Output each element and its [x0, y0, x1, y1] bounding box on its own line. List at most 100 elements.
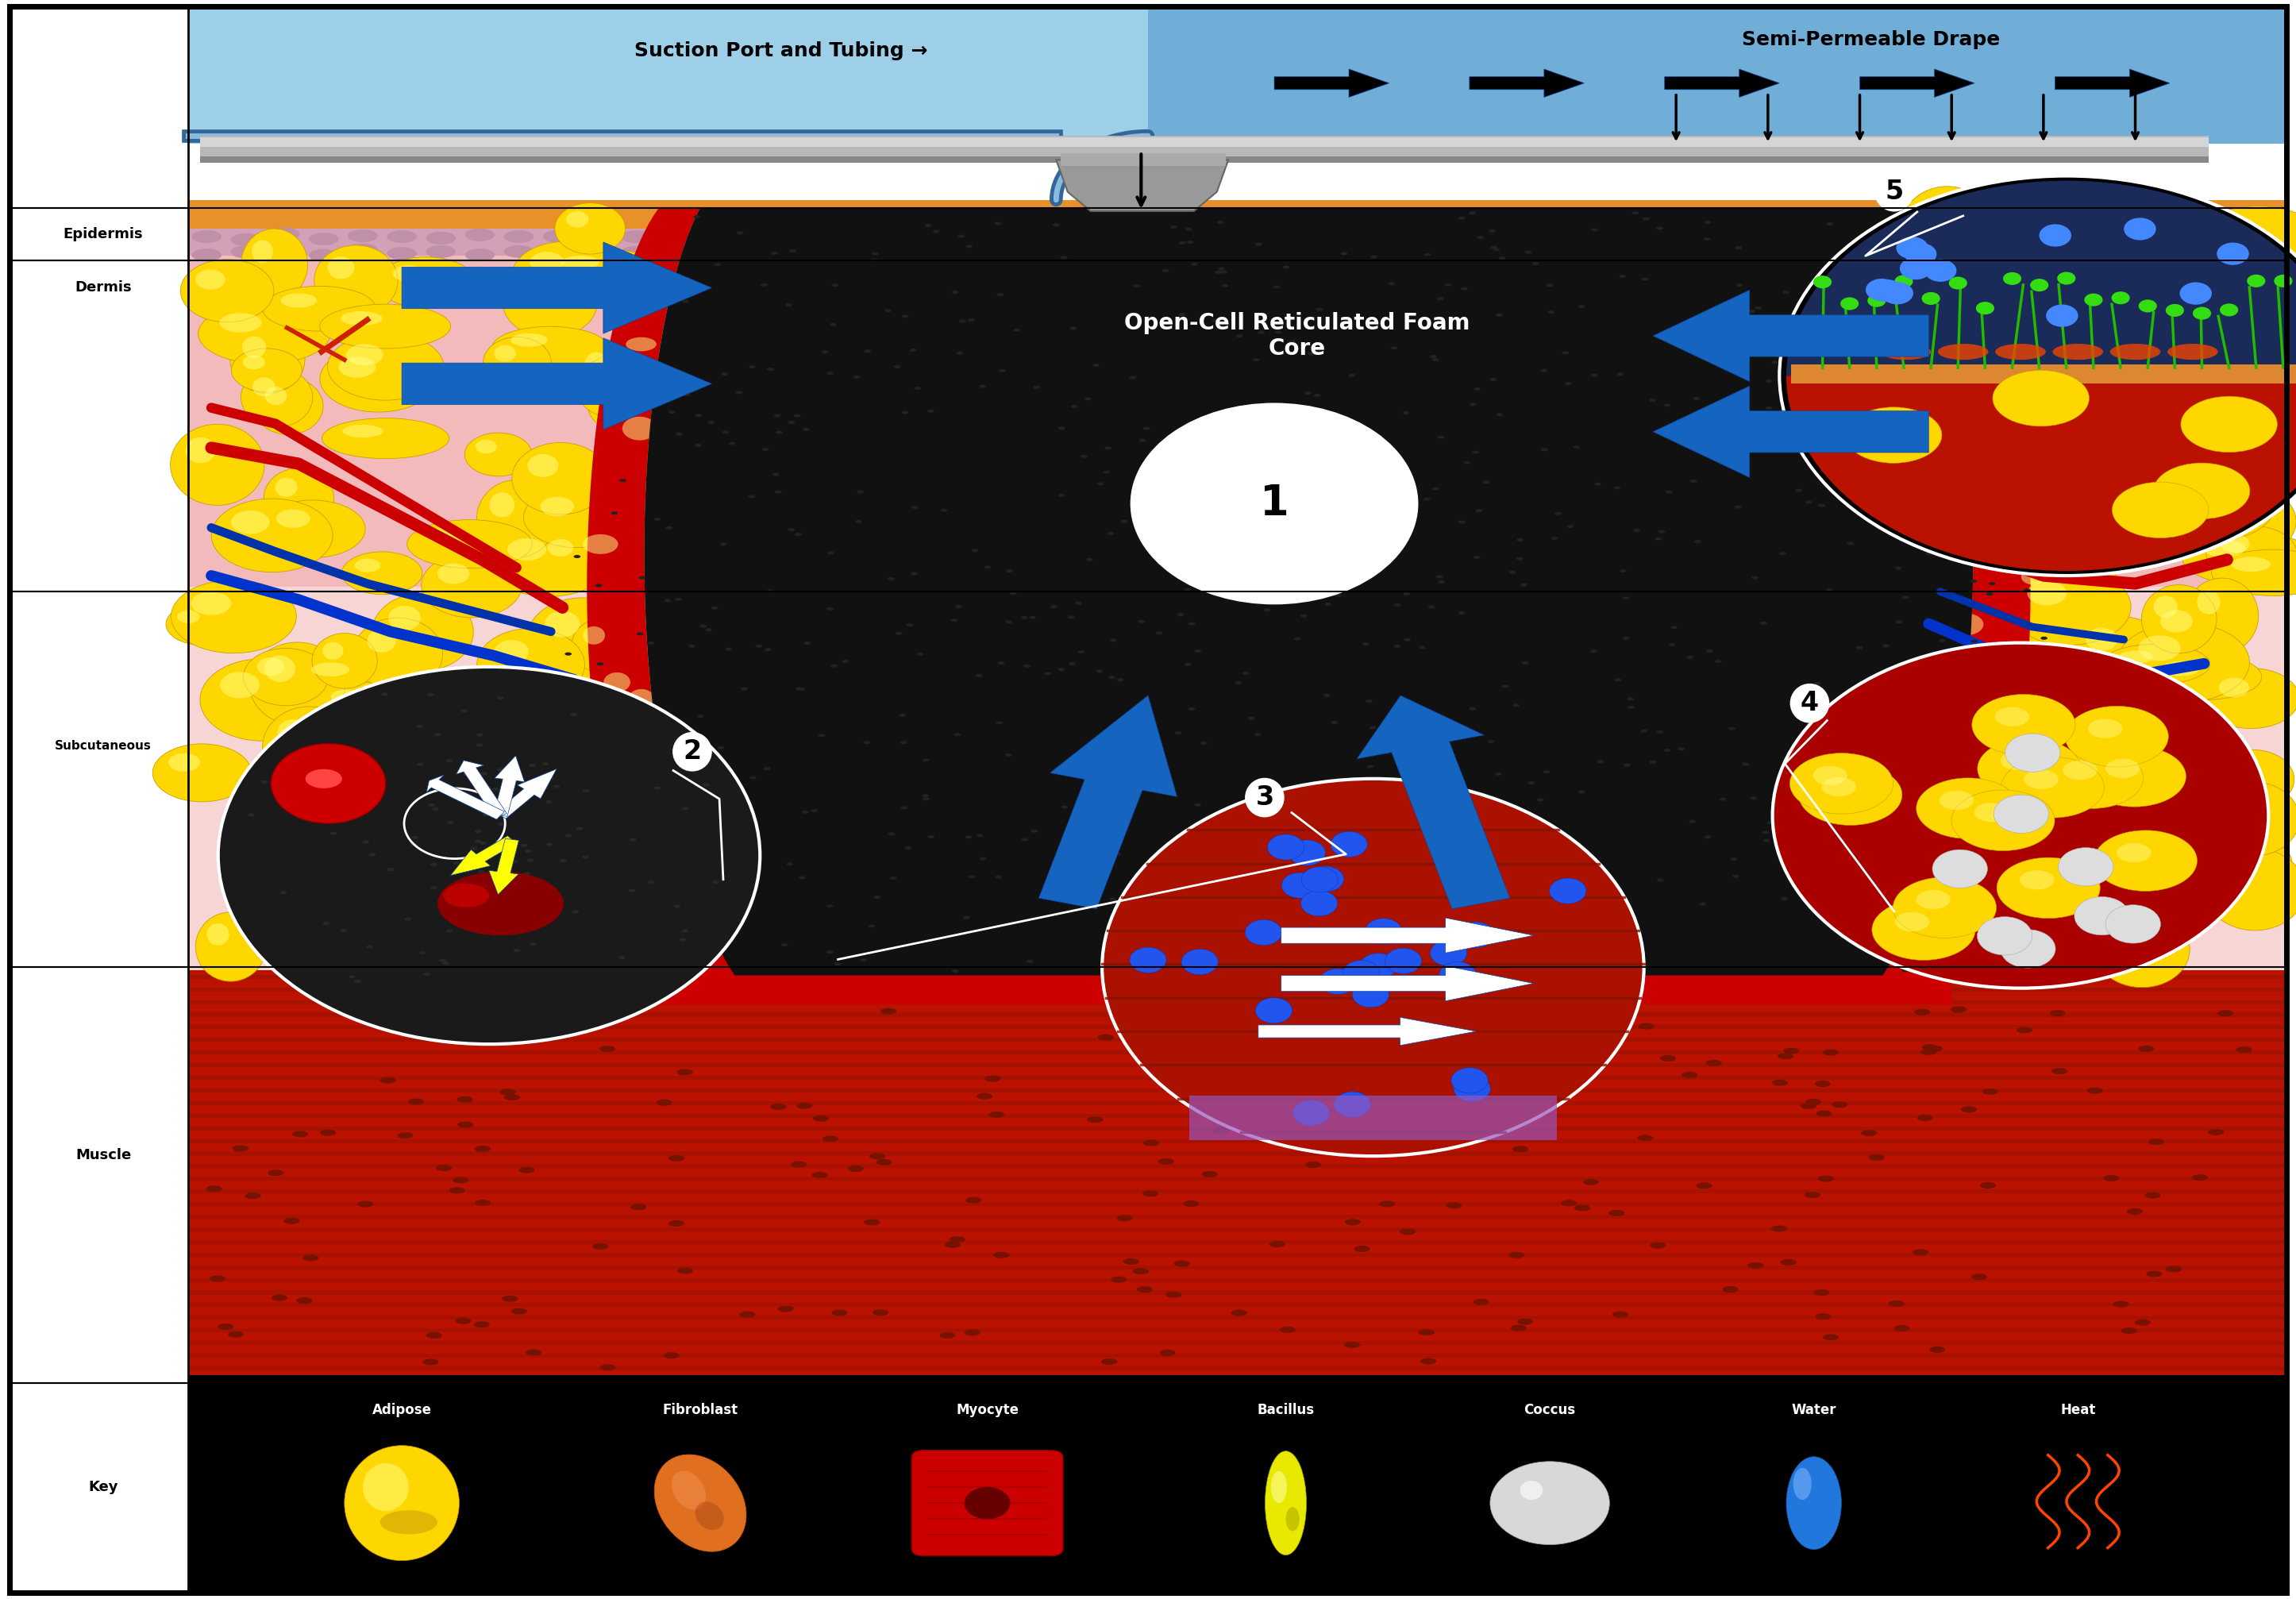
Ellipse shape [1922, 245, 1958, 267]
Ellipse shape [1221, 285, 1228, 288]
Ellipse shape [1786, 1457, 1841, 1549]
Ellipse shape [1766, 379, 1773, 382]
Ellipse shape [1313, 393, 1320, 397]
Ellipse shape [328, 333, 443, 400]
Ellipse shape [574, 339, 645, 417]
Ellipse shape [1049, 604, 1056, 608]
Ellipse shape [191, 230, 220, 243]
Ellipse shape [1961, 1107, 1977, 1113]
Ellipse shape [1139, 438, 1146, 441]
Ellipse shape [1913, 494, 2032, 542]
Ellipse shape [1977, 739, 2080, 800]
Ellipse shape [305, 769, 342, 788]
Ellipse shape [1915, 200, 1945, 225]
Ellipse shape [2053, 281, 2082, 302]
Text: Adipose: Adipose [372, 1404, 432, 1417]
Ellipse shape [264, 387, 287, 405]
Ellipse shape [1587, 859, 1593, 862]
Ellipse shape [344, 1445, 459, 1561]
Ellipse shape [1938, 344, 1988, 360]
Ellipse shape [487, 528, 608, 596]
Ellipse shape [794, 532, 801, 536]
Ellipse shape [1320, 521, 1327, 524]
Ellipse shape [827, 608, 833, 611]
Ellipse shape [1212, 318, 1219, 321]
Ellipse shape [553, 752, 670, 798]
Circle shape [1366, 918, 1403, 943]
Ellipse shape [1981, 895, 2016, 908]
Circle shape [2073, 897, 2128, 935]
Ellipse shape [243, 836, 271, 849]
Ellipse shape [2144, 208, 2252, 257]
Ellipse shape [2112, 1302, 2128, 1308]
Ellipse shape [723, 430, 730, 433]
Ellipse shape [2018, 480, 2025, 483]
Ellipse shape [951, 291, 957, 294]
Ellipse shape [1180, 494, 1187, 497]
Ellipse shape [567, 211, 588, 227]
Ellipse shape [1947, 612, 1984, 635]
Ellipse shape [1254, 358, 1261, 361]
Ellipse shape [264, 656, 296, 683]
Ellipse shape [475, 1199, 491, 1206]
Ellipse shape [618, 732, 625, 736]
Ellipse shape [388, 868, 395, 871]
Ellipse shape [1469, 211, 1476, 214]
Ellipse shape [1642, 729, 1649, 732]
Ellipse shape [1201, 742, 1208, 745]
Ellipse shape [870, 259, 877, 262]
Ellipse shape [1006, 620, 1013, 624]
Circle shape [1132, 405, 1417, 603]
Ellipse shape [475, 1145, 491, 1151]
Ellipse shape [1818, 504, 1825, 507]
Ellipse shape [1623, 596, 1630, 600]
Ellipse shape [1311, 919, 1318, 923]
Ellipse shape [312, 633, 377, 689]
Ellipse shape [1520, 233, 1550, 246]
Ellipse shape [1068, 616, 1075, 619]
Ellipse shape [599, 1046, 615, 1052]
Ellipse shape [1437, 1017, 1453, 1023]
Ellipse shape [1024, 664, 1031, 667]
Ellipse shape [363, 841, 370, 844]
Ellipse shape [891, 876, 898, 879]
Ellipse shape [1502, 684, 1508, 688]
Ellipse shape [356, 784, 388, 806]
Ellipse shape [2101, 831, 2174, 876]
Ellipse shape [480, 841, 487, 844]
Ellipse shape [680, 939, 687, 942]
Ellipse shape [2023, 459, 2050, 478]
Ellipse shape [1233, 488, 1240, 491]
Ellipse shape [1940, 205, 1963, 230]
Ellipse shape [976, 1094, 992, 1100]
Circle shape [2085, 294, 2103, 307]
Circle shape [2057, 272, 2076, 285]
Ellipse shape [1421, 1358, 1437, 1364]
Ellipse shape [987, 1111, 1003, 1118]
Ellipse shape [666, 526, 673, 529]
Ellipse shape [1394, 603, 1401, 606]
Ellipse shape [898, 713, 905, 716]
Ellipse shape [2211, 550, 2296, 596]
Ellipse shape [2223, 795, 2252, 817]
Ellipse shape [964, 1329, 980, 1335]
Ellipse shape [1157, 1158, 1173, 1164]
Ellipse shape [590, 662, 673, 724]
Ellipse shape [1883, 644, 1890, 648]
Bar [9, 6, 197, 1593]
Ellipse shape [794, 414, 801, 417]
Ellipse shape [2087, 895, 2119, 915]
Ellipse shape [2064, 707, 2167, 768]
Ellipse shape [1171, 225, 1178, 229]
Ellipse shape [542, 763, 549, 766]
Ellipse shape [434, 860, 455, 886]
Ellipse shape [1283, 265, 1290, 269]
Ellipse shape [372, 593, 473, 670]
Ellipse shape [1614, 486, 1621, 489]
Ellipse shape [530, 253, 565, 272]
Ellipse shape [528, 764, 535, 768]
Ellipse shape [2144, 1193, 2161, 1199]
Ellipse shape [863, 350, 870, 353]
Ellipse shape [953, 969, 960, 972]
Ellipse shape [1013, 230, 1042, 243]
